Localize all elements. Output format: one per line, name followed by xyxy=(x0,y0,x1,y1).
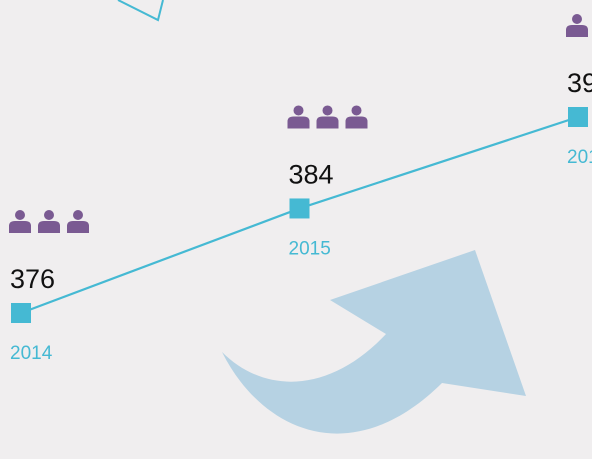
icon-body xyxy=(287,116,310,129)
icon-body xyxy=(316,116,339,129)
icon-head xyxy=(322,105,333,116)
icon-head xyxy=(351,105,362,116)
category-label: 2015 xyxy=(289,238,331,259)
point xyxy=(289,198,310,219)
point xyxy=(568,107,588,127)
point xyxy=(11,303,31,323)
icon-body xyxy=(566,25,588,37)
icon-body xyxy=(67,221,89,233)
icon-head xyxy=(15,210,25,220)
value-label: 391 xyxy=(567,68,592,98)
icon-body xyxy=(38,221,60,233)
category-label: 2016 xyxy=(567,147,592,168)
icon-head xyxy=(293,105,304,116)
icon-body xyxy=(9,221,31,233)
people-icon xyxy=(287,105,368,129)
people-icon xyxy=(566,14,588,37)
value-label: 376 xyxy=(10,264,55,294)
icon-head xyxy=(572,14,582,24)
icon-head xyxy=(73,210,83,220)
decor-triangle xyxy=(117,0,164,22)
icon-body xyxy=(345,116,368,129)
category-label: 2014 xyxy=(10,343,53,364)
icon-head xyxy=(44,210,54,220)
decor-arrow xyxy=(222,250,526,434)
value-label: 384 xyxy=(289,159,334,189)
people-icon xyxy=(9,210,89,233)
